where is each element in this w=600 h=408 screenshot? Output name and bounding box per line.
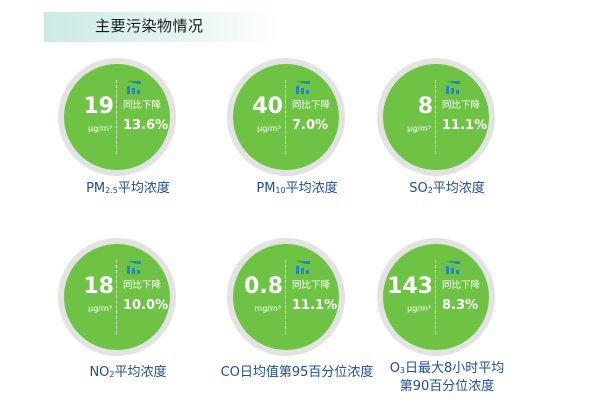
caption-text: SO [409,181,428,196]
bar-chart-icon [296,261,310,274]
caption-subscript: 2 [109,370,115,379]
dashed-divider [285,260,286,334]
concentration-value: 143 [387,274,433,299]
trend-label: 同比下降 [442,280,481,291]
caption-text: NO [89,365,110,380]
concentration-value: 8 [417,94,433,119]
caption-text: PM [86,181,106,196]
dashed-divider [116,260,117,334]
circle-ring: 18 μg/m³ 同比下降 10.0% [58,238,176,356]
green-circle: 143 μg/m³ 同比下降 8.3% [383,244,489,350]
trend-label: 同比下降 [292,280,331,291]
dashed-divider [435,80,436,154]
circle-ring: 143 μg/m³ 同比下降 8.3% [377,238,495,356]
caption-text: O [389,361,400,376]
pollutant-card-so2: 8 μg/m³ 同比下降 11.1% SO2平均浓度 [352,58,542,228]
pollutant-caption: NO2平均浓度 [33,364,223,384]
green-circle: 8 μg/m³ 同比下降 11.1% [383,64,489,170]
dashed-divider [116,80,117,154]
circle-ring: 8 μg/m³ 同比下降 11.1% [377,58,495,176]
concentration-unit: μg/m³ [88,304,112,313]
caption-suffix: 日最大8小时平均 [405,361,505,376]
caption-suffix: 平均浓度 [114,365,167,380]
pollutant-caption: CO日均值第95百分位浓度 [202,364,392,384]
section-title: 主要污染物情况 [95,17,204,35]
caption-subscript: 3 [399,366,406,375]
caption-suffix: 平均浓度 [432,181,485,196]
trend-label: 同比下降 [442,100,481,111]
change-percent: 8.3% [442,298,479,313]
pollutant-card-pm10: 40 μg/m³ 同比下降 7.0% PM10平均浓度 [202,58,392,228]
pollutant-card-co: 0.8 mg/m³ 同比下降 11.1% CO日均值第95百分位浓度 [202,238,392,408]
trend-label: 同比下降 [123,280,162,291]
trend-label: 同比下降 [123,100,162,111]
green-circle: 18 μg/m³ 同比下降 10.0% [64,244,170,350]
pollutant-caption: O3日最大8小时平均 [352,360,542,380]
pollutant-card-no2: 18 μg/m³ 同比下降 10.0% NO2平均浓度 [33,238,223,408]
dashed-divider [285,80,286,154]
concentration-value: 40 [252,94,283,119]
caption-subscript: 10 [275,186,286,195]
concentration-unit: μg/m³ [257,124,281,133]
pollutant-caption: SO2平均浓度 [352,180,542,200]
circle-ring: 19 μg/m³ 同比下降 13.6% [58,58,176,176]
change-percent: 11.1% [292,298,338,313]
concentration-value: 19 [83,94,114,119]
dashed-divider [435,260,436,334]
caption-subscript: 2.5 [105,186,118,195]
concentration-value: 18 [83,274,114,299]
caption-text: PM [256,181,276,196]
circle-ring: 40 μg/m³ 同比下降 7.0% [227,58,345,176]
green-circle: 19 μg/m³ 同比下降 13.6% [64,64,170,170]
pollutant-caption-line2: 第90百分位浓度 [399,379,495,394]
green-circle: 40 μg/m³ 同比下降 7.0% [233,64,339,170]
change-percent: 11.1% [442,118,488,133]
change-percent: 10.0% [123,298,169,313]
caption-suffix: 平均浓度 [117,181,170,196]
concentration-unit: μg/m³ [407,304,431,313]
section-header-band [44,12,280,42]
concentration-value: 0.8 [244,274,283,299]
concentration-unit: mg/m³ [254,304,281,313]
trend-label: 同比下降 [292,100,331,111]
pollutant-caption: PM10平均浓度 [202,180,392,200]
bar-chart-icon [446,261,460,274]
change-percent: 7.0% [292,118,329,133]
caption-text: CO日均值第95百分位浓度 [220,365,374,380]
concentration-unit: μg/m³ [88,124,112,133]
caption-suffix: 平均浓度 [285,181,338,196]
pollutant-card-pm25: 19 μg/m³ 同比下降 13.6% PM2.5平均浓度 [33,58,223,228]
concentration-unit: μg/m³ [407,124,431,133]
change-percent: 13.6% [123,118,169,133]
green-circle: 0.8 mg/m³ 同比下降 11.1% [233,244,339,350]
bar-chart-icon [446,81,460,94]
bar-chart-icon [127,81,141,94]
bar-chart-icon [127,261,141,274]
pollutant-caption: PM2.5平均浓度 [33,180,223,200]
pollutant-card-o3: 143 μg/m³ 同比下降 8.3% O3日最大8小时平均 第90百分位浓度 [352,238,542,408]
caption-subscript: 2 [427,186,433,195]
circle-ring: 0.8 mg/m³ 同比下降 11.1% [227,238,345,356]
bar-chart-icon [296,81,310,94]
